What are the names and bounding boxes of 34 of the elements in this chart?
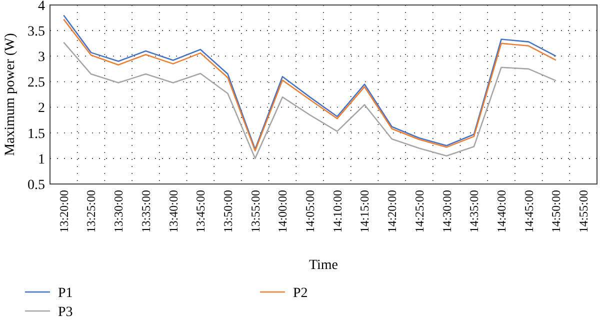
x-tick-label: 13:20:00 <box>56 190 71 233</box>
x-tick-label: 14:05:00 <box>303 190 318 233</box>
x-axis-title: Time <box>308 258 338 273</box>
x-tick-label: 14:40:00 <box>494 190 508 233</box>
x-tick-label: 13:40:00 <box>166 190 180 233</box>
x-tick-label: 14:15:00 <box>358 190 372 233</box>
x-tick-label: 14:30:00 <box>440 190 454 233</box>
y-tick-label: 4 <box>38 0 45 14</box>
x-tick-label: 14:10:00 <box>330 190 344 233</box>
y-tick-label: 3 <box>38 50 45 66</box>
y-tick-label: 1.5 <box>28 126 45 142</box>
x-tick-label: 13:25:00 <box>84 190 98 233</box>
legend-label: P2 <box>293 286 308 301</box>
x-tick-label: 13:50:00 <box>220 190 235 233</box>
y-tick-label: 0.5 <box>28 178 45 193</box>
x-tick-label: 14:25:00 <box>412 190 426 233</box>
x-tick-label: 13:45:00 <box>194 190 208 233</box>
y-tick-label: 1 <box>38 152 45 168</box>
x-tick-label: 13:55:00 <box>248 190 262 233</box>
legend-label: P1 <box>58 286 73 301</box>
x-tick-label: 14:55:00 <box>576 190 591 233</box>
x-tick-label: 13:35:00 <box>138 190 153 233</box>
x-tick-label: 14:50:00 <box>549 190 564 233</box>
y-tick-label: 2.5 <box>28 76 45 91</box>
x-tick-label: 14:35:00 <box>467 190 482 233</box>
line-series <box>63 42 557 160</box>
x-tick-label: 14:45:00 <box>522 190 536 233</box>
y-tick-label: 2 <box>38 101 45 116</box>
x-tick-label: 14:00:00 <box>276 190 290 233</box>
legend-label: P3 <box>58 304 73 320</box>
y-axis-title: Maximum power (W) <box>3 32 18 156</box>
x-tick-label: 14:20:00 <box>385 190 400 233</box>
x-tick-label: 13:30:00 <box>112 190 126 233</box>
y-tick-label: 3.5 <box>28 24 45 40</box>
